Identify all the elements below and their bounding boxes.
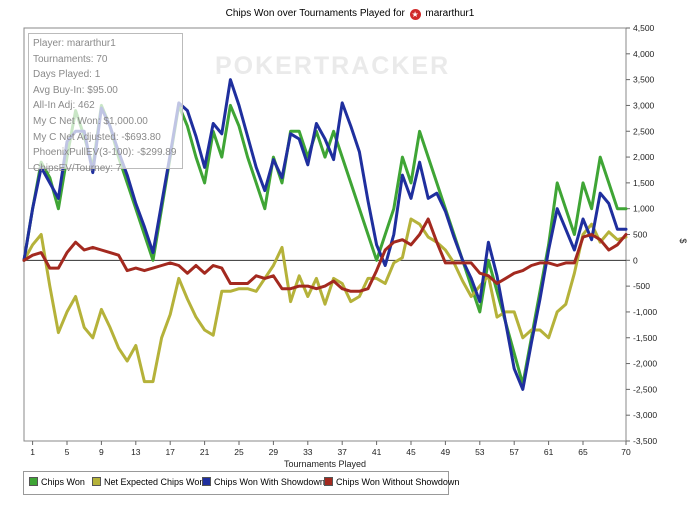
info-net-adjusted: My C Net Adjusted: -$693.80 <box>33 131 161 143</box>
x-tick-label: 45 <box>406 447 416 457</box>
x-tick-label: 21 <box>200 447 210 457</box>
y-tick-label: 3,500 <box>633 75 655 85</box>
y-tick-label: -500 <box>633 281 650 291</box>
x-tick-label: 13 <box>131 447 141 457</box>
y-tick-label: 2,500 <box>633 126 655 136</box>
pokerstars-icon: ★ <box>409 9 421 20</box>
legend-label: Chips Won <box>41 477 85 487</box>
legend-label: Net Expected Chips Won <box>104 477 205 487</box>
y-tick-label: -3,500 <box>633 436 657 446</box>
chart-title-player: mararthur1 <box>425 8 475 19</box>
legend-swatch <box>202 477 211 486</box>
info-all-in-adj: All-In Adj: 462 <box>33 100 95 112</box>
y-tick-label: 1,000 <box>633 204 655 214</box>
info-panel: Player: mararthur1 Tournaments: 70 Days … <box>28 33 183 174</box>
y-tick-label: -1,000 <box>633 307 657 317</box>
x-tick-label: 33 <box>303 447 313 457</box>
y-tick-label: 4,500 <box>633 23 655 33</box>
x-tick-label: 57 <box>509 447 519 457</box>
legend-item-chips-won-with-showdown[interactable]: Chips Won With Showdown <box>202 477 325 487</box>
y-tick-label: -2,000 <box>633 359 657 369</box>
y-axis-label: $ <box>678 238 688 243</box>
y-tick-label: -3,000 <box>633 410 657 420</box>
info-phoenix-pull-ev: PhoenixPullEV(3-100): -$299.89 <box>33 147 177 159</box>
chart-title-prefix: Chips Won over Tournaments Played for <box>225 8 405 19</box>
y-tick-label: 1,500 <box>633 178 655 188</box>
x-tick-label: 9 <box>99 447 104 457</box>
legend-swatch <box>29 477 38 486</box>
x-tick-label: 17 <box>165 447 175 457</box>
pokertracker-watermark: POKERTRACKER <box>215 52 451 80</box>
y-tick-label: 0 <box>633 255 638 265</box>
chart-legend: Chips Won Net Expected Chips Won Chips W… <box>23 471 459 495</box>
y-tick-label: 3,000 <box>633 100 655 110</box>
x-tick-label: 53 <box>475 447 485 457</box>
y-tick-label: -2,500 <box>633 384 657 394</box>
info-net-won: My C Net Won: $1,000.00 <box>33 115 148 127</box>
x-axis-label: Tournaments Played <box>284 459 366 469</box>
info-avg-buy-in: Avg Buy-In: $95.00 <box>33 84 118 96</box>
legend-swatch <box>92 477 101 486</box>
legend-item-chips-won[interactable]: Chips Won <box>29 477 85 487</box>
legend-item-net-expected-chips-won[interactable]: Net Expected Chips Won <box>92 477 204 487</box>
y-tick-label: 4,000 <box>633 49 655 59</box>
x-tick-label: 61 <box>544 447 554 457</box>
series-line-chips-won-without-showdown <box>22 217 628 293</box>
legend-label: Chips Won Without Showdown <box>336 477 460 487</box>
x-tick-label: 25 <box>234 447 244 457</box>
x-tick-label: 70 <box>621 447 631 457</box>
info-days-played: Days Played: 1 <box>33 69 101 81</box>
y-tick-label: 500 <box>633 230 647 240</box>
legend-swatch <box>324 477 333 486</box>
info-chips-ev: ChipsEV/Tourney: 7 <box>33 162 122 174</box>
y-tick-label: 2,000 <box>633 152 655 162</box>
x-tick-label: 49 <box>441 447 451 457</box>
chart-title: Chips Won over Tournaments Played for ★ … <box>0 8 700 20</box>
x-tick-label: 65 <box>578 447 588 457</box>
x-tick-label: 1 <box>30 447 35 457</box>
info-tournaments: Tournaments: 70 <box>33 53 108 65</box>
y-tick-label: -1,500 <box>633 333 657 343</box>
x-tick-label: 41 <box>372 447 382 457</box>
series-line-net-expected-chips-won <box>22 217 628 384</box>
info-player: Player: mararthur1 <box>33 38 116 49</box>
x-tick-label: 29 <box>269 447 279 457</box>
legend-label: Chips Won With Showdown <box>214 477 325 487</box>
x-tick-label: 37 <box>337 447 347 457</box>
x-tick-label: 5 <box>65 447 70 457</box>
legend-item-chips-won-without-showdown[interactable]: Chips Won Without Showdown <box>324 477 459 487</box>
